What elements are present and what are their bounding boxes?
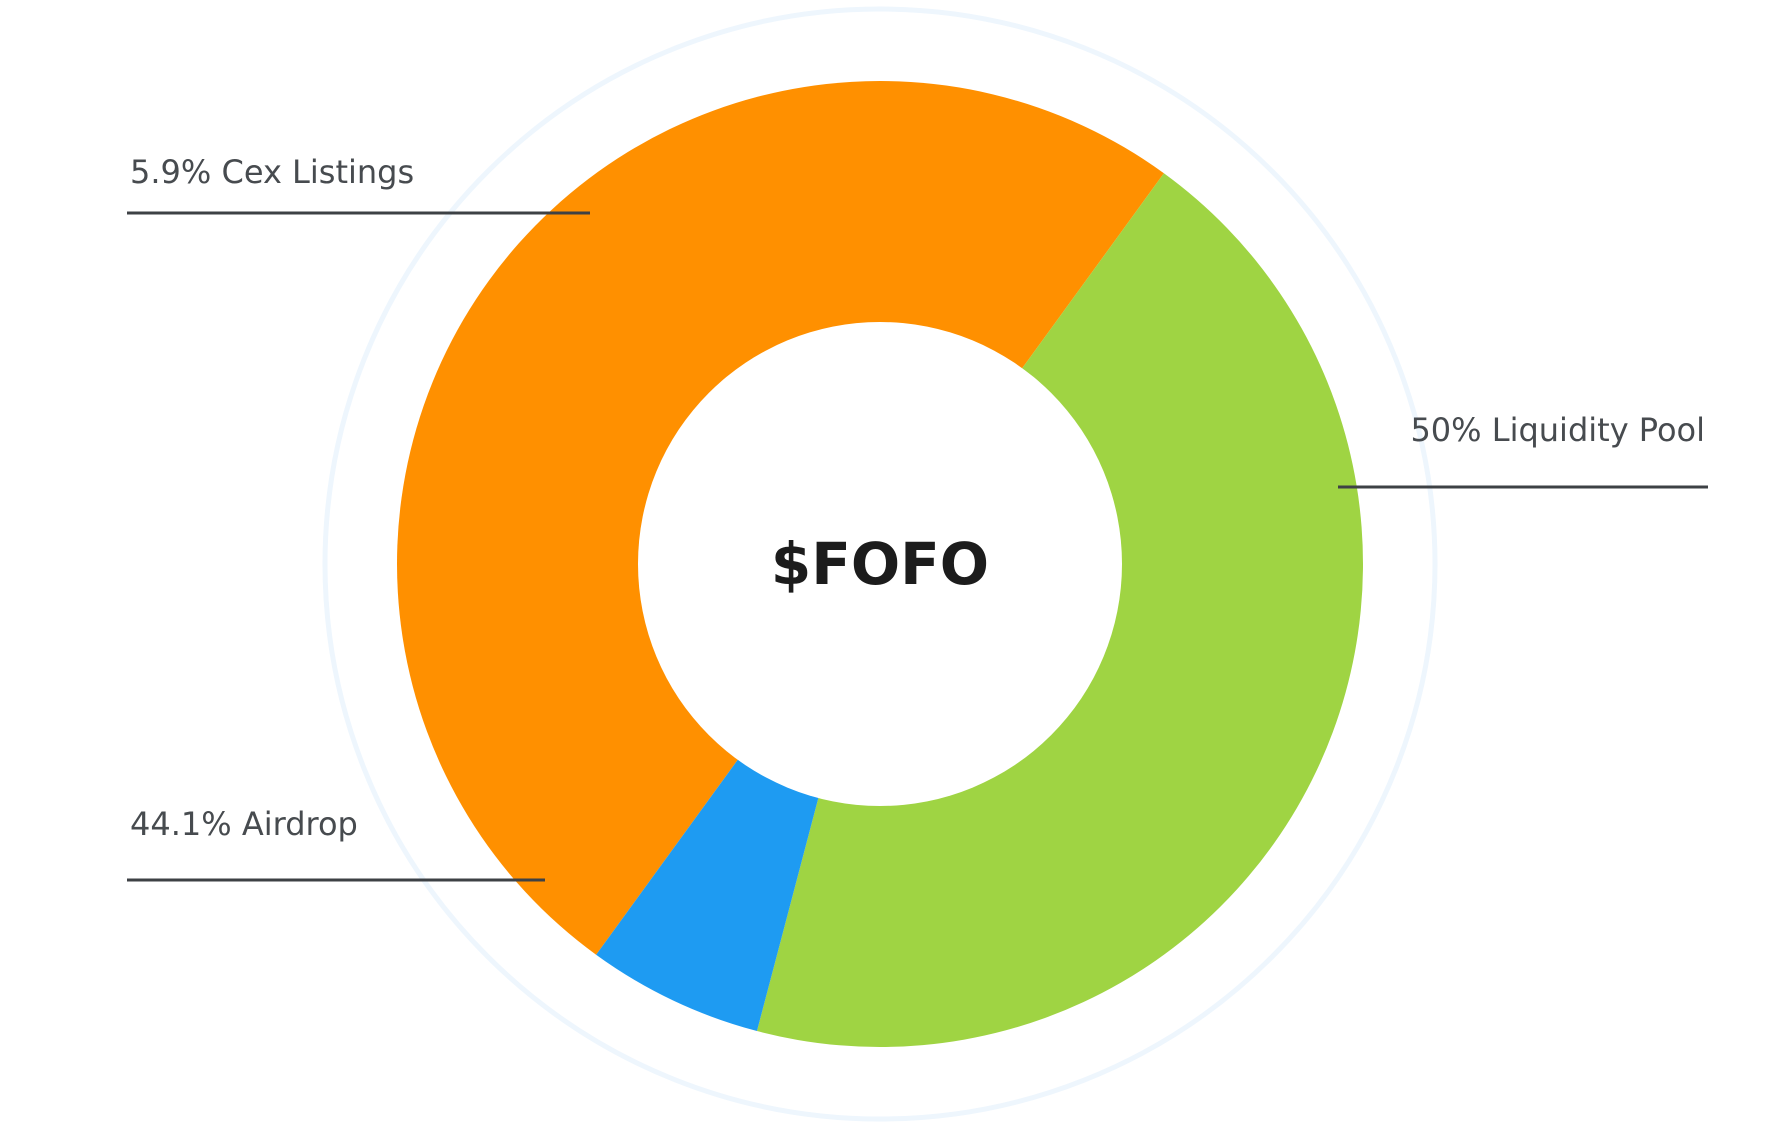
label-liquidity-pool: 50% Liquidity Pool: [1410, 411, 1705, 449]
label-cex-listings: 5.9% Cex Listings: [130, 153, 414, 191]
label-airdrop: 44.1% Airdrop: [130, 805, 358, 843]
outer-halo-ring: [322, 6, 1438, 1122]
slice-labels: 50% Liquidity Pool 44.1% Airdrop 5.9% Cex …: [127, 153, 1708, 882]
donut-hole: [638, 322, 1122, 806]
center-label: $FOFO: [771, 530, 989, 598]
